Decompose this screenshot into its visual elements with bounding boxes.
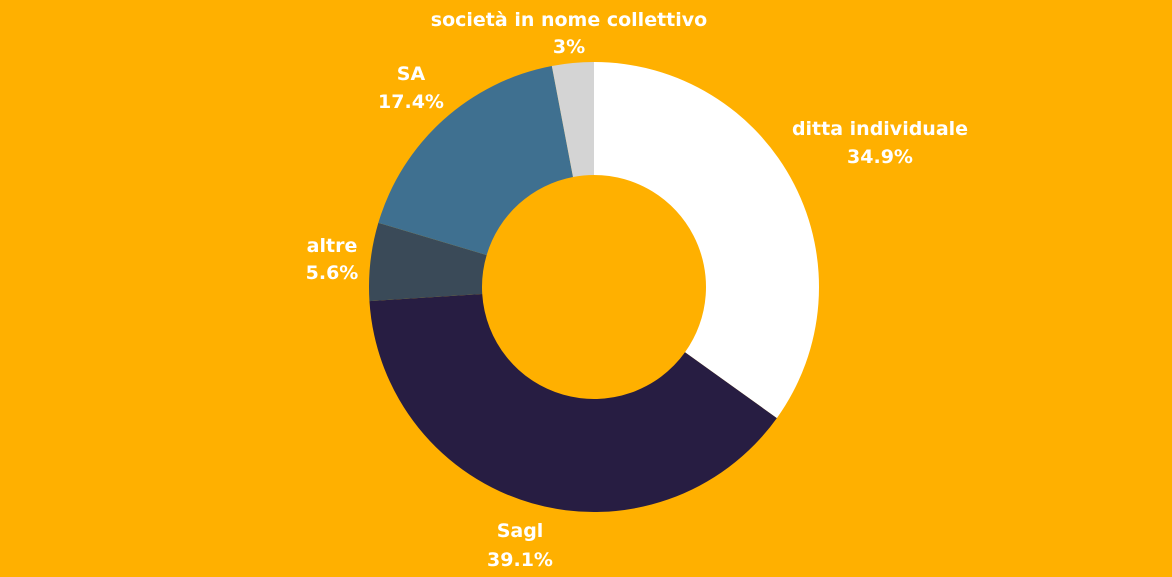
slice-value-label-altre: 5.6% [306,262,359,284]
slice-label-altre: altre [307,235,358,257]
slice-value-label-ditta-individuale: 34.9% [847,146,913,168]
slice-sa [378,65,574,256]
slice-value-label-societa-in-nome-collettivo: 3% [553,36,585,58]
slice-label-ditta-individuale: ditta individuale [792,118,968,140]
slice-label-sa: SA [397,63,426,85]
slices-layer [369,62,819,513]
slice-value-label-sa: 17.4% [378,91,444,113]
slice-label-sagl: Sagl [497,520,544,542]
slice-label-societa-in-nome-collettivo: società in nome collettivo [431,9,707,31]
slice-societa-in-nome-collettivo [551,62,594,177]
slice-altre [369,222,487,302]
slice-ditta-individuale [594,62,819,419]
labels-layer: ditta individuale 34.9% Sagl 39.1% altre 5.6%… [306,9,968,571]
slice-sagl [369,294,777,513]
slice-value-label-sagl: 39.1% [487,549,553,571]
